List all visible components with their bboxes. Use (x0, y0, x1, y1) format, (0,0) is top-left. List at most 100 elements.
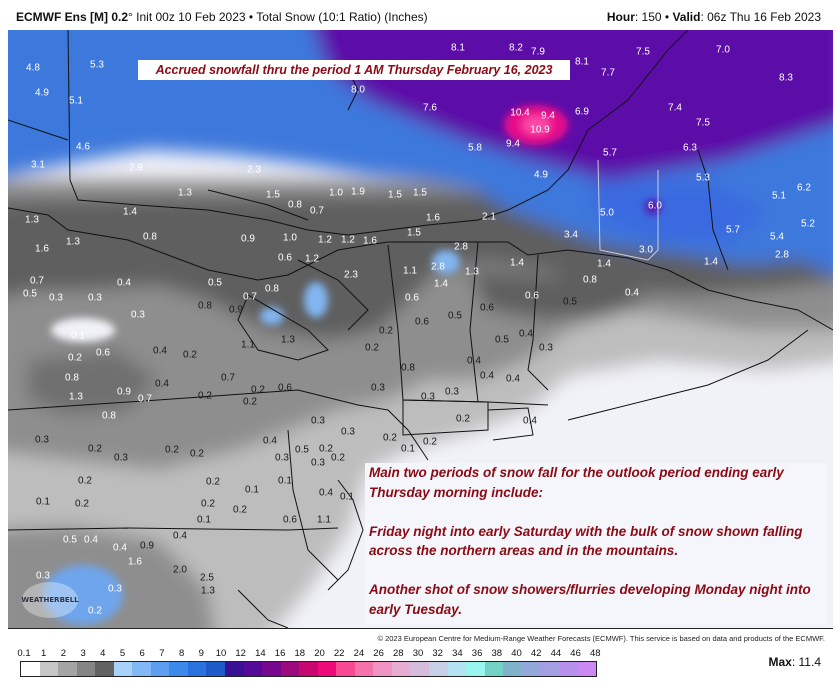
snowfall-value: 0.4 (319, 487, 333, 499)
snowfall-value: 0.4 (84, 534, 98, 546)
snowfall-value: 0.1 (278, 475, 292, 487)
legend-tick: 2 (60, 648, 67, 659)
max-label: Max (768, 655, 792, 669)
legend-tick: 36 (471, 648, 483, 659)
snowfall-value: 7.5 (636, 46, 650, 58)
snowfall-value: 0.5 (448, 310, 462, 322)
snowfall-value: 0.2 (365, 342, 379, 354)
snowfall-value: 0.2 (331, 452, 345, 464)
snowfall-value: 1.3 (66, 236, 80, 248)
snowfall-value: 1.3 (25, 214, 39, 226)
legend-tick: 14 (255, 648, 266, 659)
snowfall-value: 9.4 (541, 110, 555, 122)
snowfall-value: 8.0 (351, 84, 365, 96)
snowfall-value: 0.2 (68, 352, 82, 364)
snowfall-value: 0.4 (625, 287, 639, 299)
snowfall-value: 5.1 (772, 190, 786, 202)
snowfall-value: 0.7 (243, 291, 257, 303)
snowfall-value: 8.2 (509, 42, 523, 54)
snowfall-value: 1.5 (407, 227, 421, 239)
snowfall-value: 3.1 (31, 159, 45, 171)
snowfall-value: 7.6 (423, 102, 437, 114)
legend-tick: 48 (590, 648, 601, 659)
snowfall-value: 0.5 (63, 534, 77, 546)
snowfall-value: 0.3 (421, 391, 435, 403)
snowfall-value: 0.3 (311, 457, 325, 469)
snowfall-value: 1.1 (241, 339, 255, 351)
legend-tick: 16 (274, 648, 286, 659)
snowfall-value: 0.1 (340, 491, 354, 503)
legend-swatch (39, 662, 59, 676)
snowfall-value: 0.6 (283, 514, 297, 526)
snowfall-value: 0.8 (583, 274, 597, 286)
snowfall-value: 0.3 (49, 292, 63, 304)
legend-swatch (95, 662, 114, 676)
snowfall-value: 5.3 (696, 172, 710, 184)
max-value: Max: 11.4 (769, 655, 821, 669)
snowfall-map: 4.8 5.3 4.9 5.1 4.6 8.1 8.2 7.9 8.1 7.5 7.0 7.7 8.3 8… (8, 30, 833, 629)
snowfall-value: 0.4 (467, 355, 481, 367)
snowfall-value: 0.3 (36, 570, 50, 582)
legend-tick: 12 (235, 648, 246, 659)
legend-swatch (429, 662, 448, 676)
snowfall-value: 1.4 (123, 206, 137, 218)
snowfall-value: 0.2 (383, 432, 397, 444)
legend-swatch (354, 662, 374, 676)
snowfall-value: 0.5 (563, 296, 577, 308)
snowfall-value: 5.0 (600, 207, 614, 219)
snowfall-value: 6.3 (683, 142, 697, 154)
snowfall-value: 0.2 (456, 413, 470, 425)
snowfall-value: 0.4 (173, 530, 187, 542)
snowfall-value: 0.3 (371, 382, 385, 394)
snowfall-value: 0.7 (30, 275, 44, 287)
map-title: ECMWF Ens [M] 0.2° Init 00z 10 Feb 2023 … (16, 10, 428, 24)
snowfall-value: 1.3 (465, 266, 479, 278)
snowfall-value: 0.6 (525, 290, 539, 302)
init-and-product: Init 00z 10 Feb 2023 • Total Snow (10:1 … (132, 10, 428, 24)
dark-gray-east (468, 270, 648, 320)
snowfall-value: 0.1 (71, 330, 85, 342)
snowfall-value: 1.5 (266, 189, 280, 201)
legend-tick: 44 (550, 648, 562, 659)
snowfall-value: 0.2 (165, 444, 179, 456)
snowfall-value: 0.2 (379, 325, 393, 337)
snowfall-value: 1.3 (201, 585, 215, 597)
snowfall-value: 0.3 (114, 452, 128, 464)
heavy-spot (645, 200, 661, 214)
snowfall-value: 0.3 (88, 292, 102, 304)
snowfall-value: 4.8 (26, 62, 40, 74)
snowfall-value: 0.1 (401, 443, 415, 455)
snowfall-value: 1.9 (351, 186, 365, 198)
snowfall-value: 0.7 (138, 393, 152, 405)
snowfall-value: 0.1 (245, 484, 259, 496)
snowfall-value: 0.7 (310, 205, 324, 217)
discussion-paragraph: Main two periods of snow fall for the ou… (369, 465, 784, 500)
snowfall-value: 1.1 (403, 265, 417, 277)
mountain-snow (432, 250, 460, 274)
accrued-snowfall-caption: Accrued snowfall thru the period 1 AM Th… (138, 60, 570, 80)
snowfall-value: 0.2 (75, 498, 89, 510)
snowfall-value: 0.2 (319, 443, 333, 455)
legend-tick: 7 (159, 648, 165, 659)
legend-tick: 30 (412, 648, 424, 659)
snowfall-value: 0.8 (401, 362, 415, 374)
legend-tick: 10 (215, 648, 227, 659)
snowfall-value: 1.4 (597, 258, 611, 270)
legend-swatch (58, 662, 77, 676)
snowfall-value: 0.3 (131, 309, 145, 321)
legend-swatch (521, 662, 541, 676)
forecast-discussion: Main two periods of snow fall for the ou… (365, 463, 827, 625)
snowfall-value: 0.3 (311, 415, 325, 427)
legend-swatch (540, 662, 559, 676)
snowfall-value: 7.9 (531, 46, 545, 58)
snowfall-value: 0.9 (229, 304, 243, 316)
legend-swatch (373, 662, 392, 676)
snowfall-value: 0.8 (265, 283, 279, 295)
blue-edge-east (588, 180, 768, 245)
hour-label: Hour (606, 10, 635, 24)
snowfall-value: 0.2 (88, 443, 102, 455)
legend-tick: 3 (80, 648, 86, 659)
snowfall-value: 0.4 (153, 345, 167, 357)
snowfall-value: 1.3 (281, 334, 295, 346)
legend-swatch (280, 662, 300, 676)
